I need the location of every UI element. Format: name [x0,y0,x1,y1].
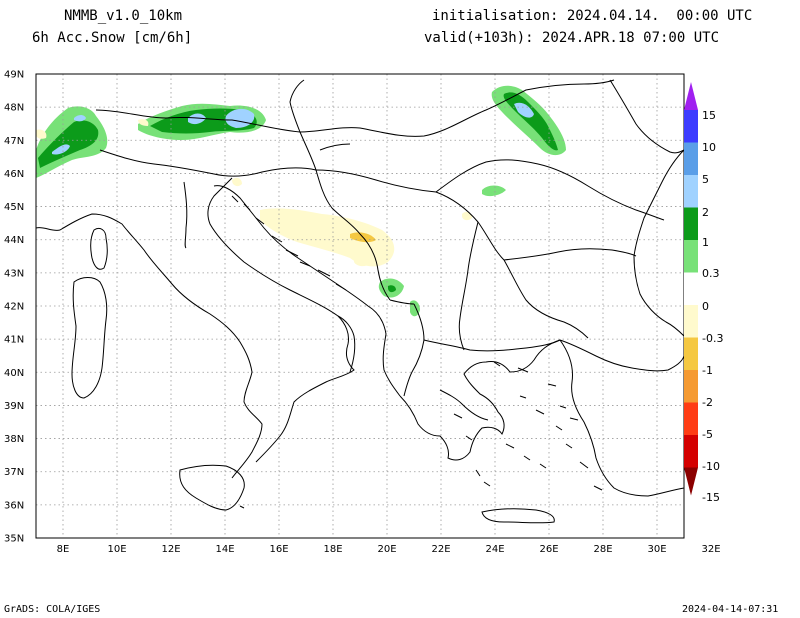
colorbar-label: 5 [702,173,709,186]
lon-tick-label: 26E [539,544,558,555]
lat-tick-label: 48N [4,103,24,114]
lat-tick-label: 42N [4,302,24,313]
colorbar-label: 0.3 [702,267,720,280]
latitude-labels: 49N 48N 47N 46N 45N 44N 43N 42N 41N 40N 39N 38N 37N 3… [4,70,24,545]
colorbar-label: -15 [702,491,720,504]
lon-tick-label: 18E [323,544,342,555]
colorbar-label: 15 [702,109,716,122]
initialisation-time: initialisation: 2024.04.14. 00:00 UTC [432,8,753,24]
colorbar-label: -5 [702,428,713,441]
lat-tick-label: 46N [4,169,24,180]
lat-tick-label: 44N [4,235,24,246]
lon-tick-label: 10E [107,544,126,555]
longitude-labels: 8E 10E 12E 14E 16E 18E 20E 22E 24E 26E 28E 30E 32E [57,544,721,555]
colorbar-label: -2 [702,396,713,409]
colorbar-swatch [684,370,698,403]
colorbar-label: -1 [702,364,713,377]
lat-tick-label: 35N [4,534,24,545]
colorbar-label: 1 [702,236,709,249]
lat-tick-label: 43N [4,268,24,279]
lon-tick-label: 14E [215,544,234,555]
lon-tick-label: 12E [161,544,180,555]
colorbar-swatch [684,142,698,175]
colorbar-swatch [684,337,698,370]
colorbar-bottom-arrow [684,467,698,496]
colorbar-swatch [684,240,698,273]
lat-tick-label: 38N [4,434,24,445]
lon-tick-label: 24E [485,544,504,555]
lat-tick-label: 41N [4,335,24,346]
grads-credit: GrADS: COLA/IGES [4,604,101,615]
colorbar-swatch [684,435,698,468]
colorbar-swatch [684,402,698,435]
colorbar-label: -10 [702,460,720,473]
lat-lon-grid [36,74,684,538]
lat-tick-label: 40N [4,368,24,379]
coastlines-and-borders [35,79,685,524]
field-name: 6h Acc.Snow [cm/6h] [32,30,193,46]
colorbar-label: 2 [702,206,709,219]
lat-tick-label: 49N [4,70,24,81]
lat-tick-label: 37N [4,467,24,478]
lon-tick-label: 20E [377,544,396,555]
colorbar-label: 0 [702,300,709,313]
lat-tick-label: 39N [4,401,24,412]
lon-tick-label: 22E [431,544,450,555]
model-name: NMMB_v1.0_10km [64,8,183,24]
lat-tick-label: 36N [4,500,24,511]
lon-tick-label: 8E [57,544,70,555]
colorbar-swatch [684,110,698,143]
colorbar-swatch [684,272,698,305]
colorbar-swatch [684,207,698,240]
colorbar-label: -0.3 [702,332,723,345]
lon-tick-label: 16E [269,544,288,555]
colorbar-label: 10 [702,141,716,154]
lon-tick-label: 32E [701,544,720,555]
colorbar-swatch [684,175,698,208]
colorbar: 15 10 5 2 1 0.3 0 -0.3 -1 -2 -5 -10 -15 [684,82,723,504]
lat-tick-label: 45N [4,202,24,213]
valid-time: valid(+103h): 2024.APR.18 07:00 UTC [424,30,720,46]
lat-tick-label: 47N [4,136,24,147]
snow-field-layer [36,85,566,317]
lon-tick-label: 28E [593,544,612,555]
lon-tick-label: 30E [647,544,666,555]
colorbar-swatch [684,305,698,338]
colorbar-top-arrow [684,82,698,110]
plot-timestamp: 2024-04-14-07:31 [682,604,779,615]
